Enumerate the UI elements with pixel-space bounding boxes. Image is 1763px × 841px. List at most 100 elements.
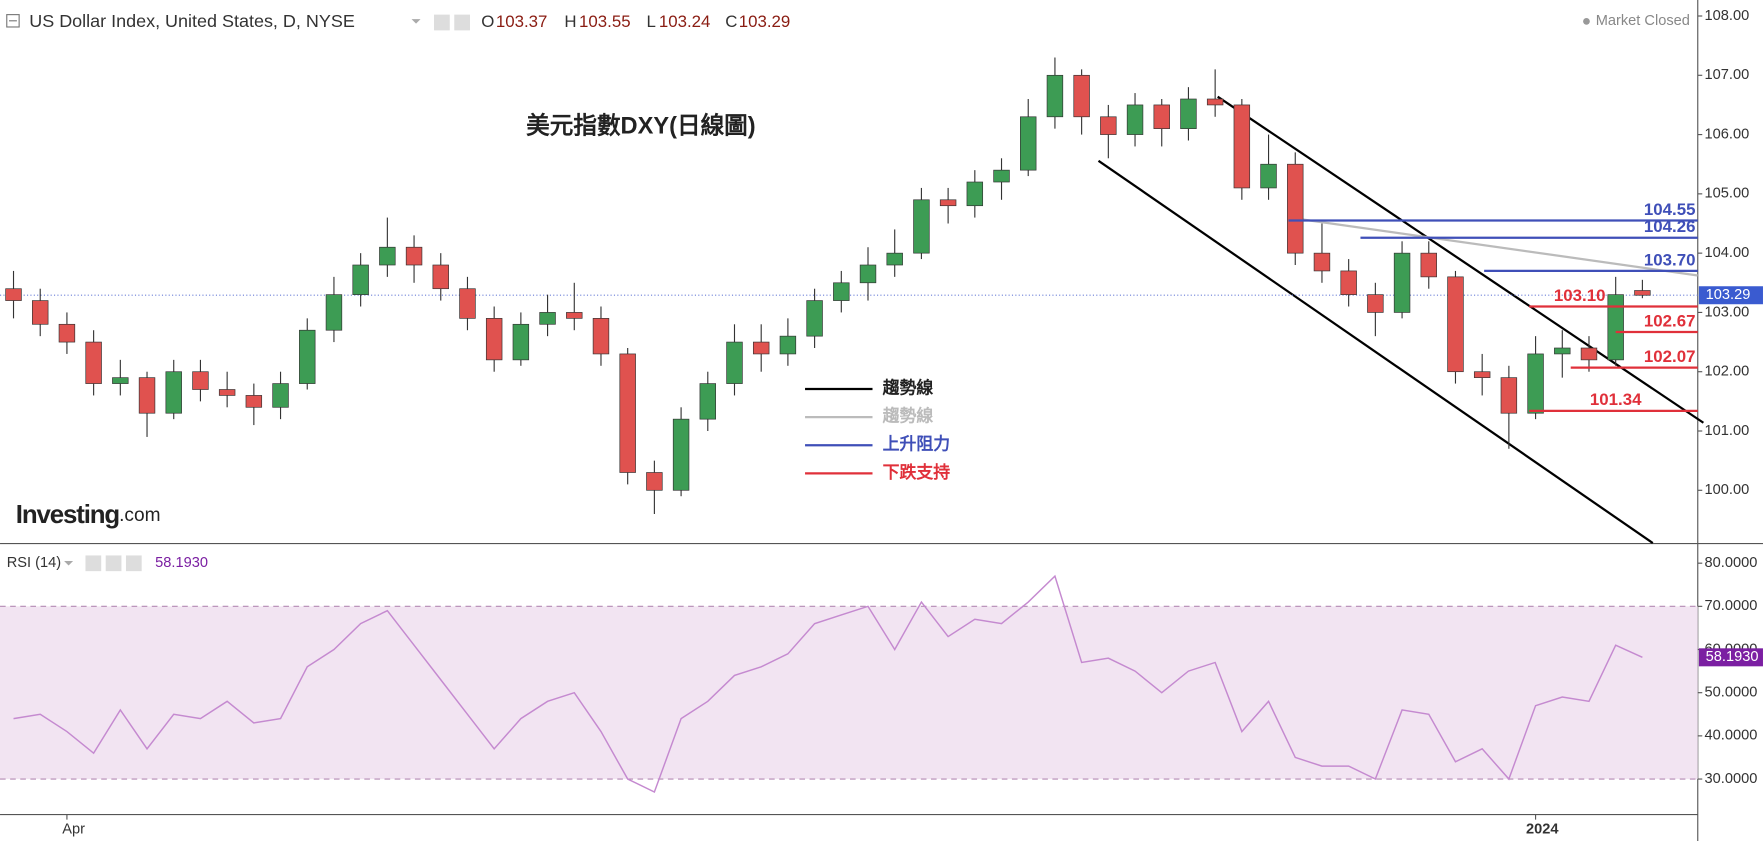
- candle-body: [5, 288, 22, 301]
- candle-body: [1126, 104, 1144, 135]
- candle-body: [32, 300, 49, 325]
- close-label: C: [725, 12, 737, 31]
- candle-body: [1180, 98, 1197, 129]
- dropdown-icon[interactable]: [411, 19, 421, 24]
- candle-body: [1634, 290, 1651, 296]
- legend-label: 下跌支持: [883, 462, 951, 482]
- rsi-band: [0, 606, 1698, 780]
- y-tick-label: 108.00: [1705, 8, 1750, 24]
- candle-body: [646, 472, 663, 491]
- status-dot: [1583, 17, 1590, 25]
- symbol-title: US Dollar Index, United States, D, NYSE: [29, 11, 355, 31]
- support-label: 102.67: [1644, 311, 1696, 330]
- y-tick-label: 101.00: [1705, 423, 1750, 439]
- settings-icon[interactable]: [454, 14, 470, 31]
- support-label: 101.34: [1590, 390, 1642, 409]
- current-price-label: 103.29: [1706, 287, 1751, 303]
- rsi-value: 58.1930: [155, 555, 208, 571]
- candle-body: [672, 418, 690, 491]
- settings-icon[interactable]: [105, 555, 122, 572]
- candle-body: [859, 264, 877, 284]
- candle-body: [566, 312, 583, 319]
- rsi-y-tick-label: 80.0000: [1705, 555, 1758, 571]
- chart-annotation-title: 美元指數DXY(日線圖): [526, 111, 756, 139]
- candle-body: [1340, 270, 1357, 295]
- eye-icon[interactable]: [85, 555, 102, 572]
- candle-body: [272, 383, 289, 408]
- resistance-label: 104.55: [1644, 200, 1696, 219]
- collapse-icon[interactable]: [6, 14, 20, 28]
- candle-body: [1393, 252, 1411, 313]
- candle-body: [138, 377, 156, 414]
- candle-body: [1554, 347, 1571, 355]
- candle-body: [192, 371, 209, 390]
- rsi-y-tick-label: 40.0000: [1705, 728, 1758, 744]
- candle-body: [405, 246, 423, 266]
- candle-body: [1473, 371, 1491, 378]
- y-tick-label: 103.00: [1705, 304, 1750, 320]
- low-value: 103.24: [659, 12, 711, 31]
- candle-body: [1313, 252, 1331, 272]
- current-price-box: [1698, 286, 1763, 305]
- candle-body: [1527, 353, 1544, 414]
- high-value: 103.55: [579, 12, 631, 31]
- candle-body: [779, 335, 797, 355]
- rsi-line: [13, 574, 1643, 794]
- logo: Investing.com: [16, 501, 161, 529]
- y-tick-label: 106.00: [1705, 126, 1750, 142]
- candle-body: [1367, 294, 1384, 313]
- candle-body: [1153, 104, 1170, 129]
- y-tick-label: 105.00: [1705, 186, 1750, 202]
- x-tick-label: 2024: [1526, 822, 1559, 838]
- logo-suffix: .com: [119, 505, 160, 526]
- candle-body: [699, 383, 716, 420]
- candle-body: [886, 252, 903, 266]
- low-label: L: [647, 12, 656, 31]
- candle-body: [379, 246, 396, 266]
- candle-body: [112, 377, 129, 384]
- logo-name: Investing: [16, 501, 120, 529]
- candle-body: [1447, 276, 1464, 373]
- x-tick-label: Apr: [62, 822, 85, 838]
- candle-body: [1100, 116, 1117, 135]
- y-tick-label: 100.00: [1705, 482, 1750, 498]
- candle-body: [939, 199, 957, 207]
- rsi-value-label: 58.1930: [1706, 649, 1759, 665]
- candle-body: [165, 371, 182, 414]
- candle-body: [539, 312, 556, 325]
- dropdown-icon[interactable]: [64, 561, 74, 566]
- support-label: 103.10: [1554, 286, 1606, 305]
- marks: 100.00 101.00 102.00 103.00 104.00 105.00 106.…: [0, 8, 1763, 838]
- gray-trendline: [1292, 217, 1698, 277]
- channel-lower-trendline: [1097, 159, 1654, 544]
- legend-label: 趨勢線: [882, 377, 934, 397]
- candle-body: [806, 300, 823, 337]
- support-label: 102.07: [1644, 347, 1696, 366]
- candle-body: [592, 318, 610, 355]
- rsi-y-tick-label: 30.0000: [1705, 771, 1758, 787]
- candle-body: [512, 323, 530, 361]
- y-tick-label: 107.00: [1705, 67, 1750, 83]
- candle-body: [619, 353, 636, 473]
- candle-body: [459, 288, 476, 319]
- legend-label: 趨勢線: [882, 406, 934, 426]
- rsi-y-tick-label: 50.0000: [1705, 685, 1758, 701]
- eye-icon[interactable]: [434, 14, 450, 31]
- remove-icon[interactable]: [125, 555, 142, 572]
- open-label: O: [481, 12, 494, 31]
- candle-body: [966, 181, 984, 207]
- high-label: H: [564, 12, 576, 31]
- candle-body: [833, 282, 850, 301]
- candle-body: [299, 329, 316, 384]
- candle-body: [913, 199, 930, 254]
- candle-body: [1020, 116, 1037, 171]
- candle-body: [993, 169, 1010, 183]
- candle-body: [1233, 104, 1251, 189]
- candle-body: [485, 318, 503, 361]
- candle-body: [752, 341, 770, 355]
- rsi-title: RSI (14): [7, 555, 61, 571]
- candle-body: [1206, 98, 1224, 106]
- close-value: 103.29: [739, 12, 791, 31]
